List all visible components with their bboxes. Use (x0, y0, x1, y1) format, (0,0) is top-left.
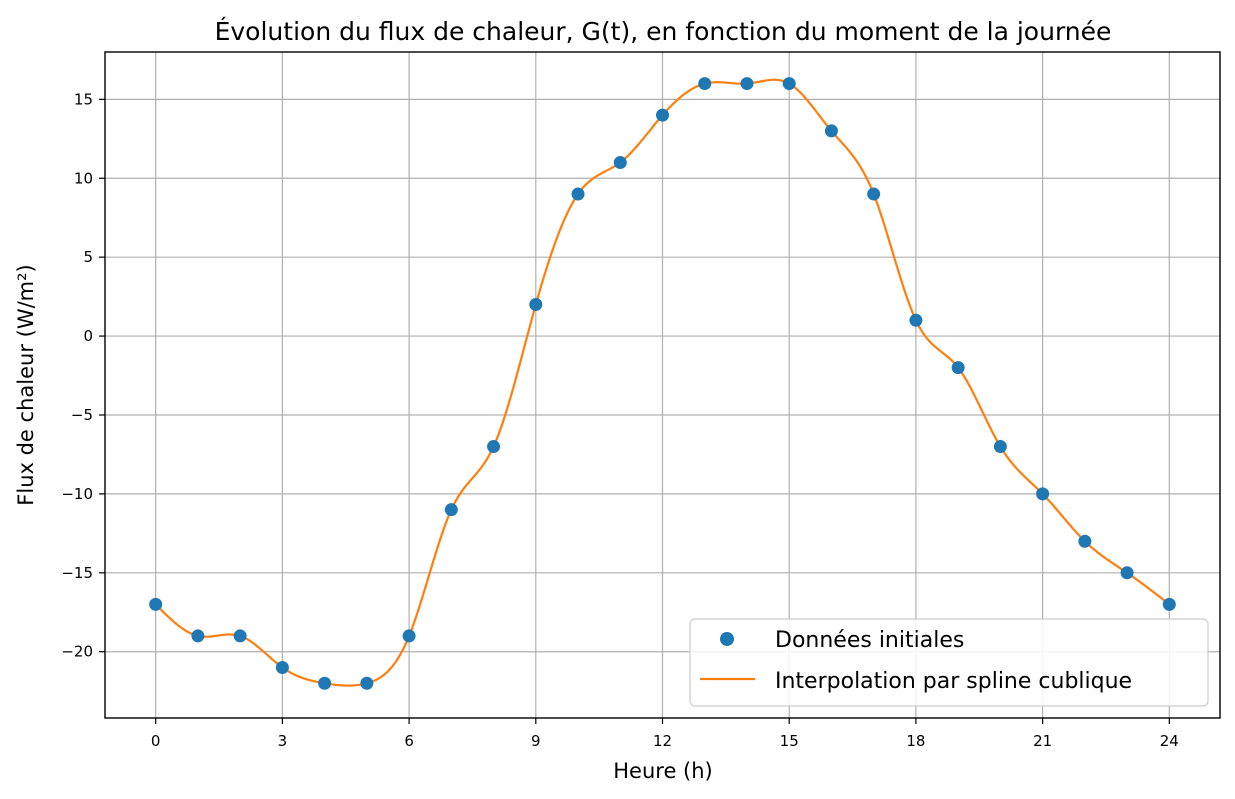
data-point (487, 440, 501, 454)
x-tick-label: 9 (531, 732, 541, 750)
x-tick-label: 15 (780, 732, 799, 750)
y-tick-label: −20 (61, 643, 93, 661)
data-point (993, 440, 1007, 454)
axis-ticks: 0 3 6 9 12 15 18 21 24 −20 −15 −10 −5 0 5 10 15 (61, 90, 1179, 750)
data-point (824, 124, 838, 138)
series-layer (149, 77, 1176, 690)
y-tick-label: −5 (71, 406, 93, 424)
data-point (613, 155, 627, 169)
chart-title: Évolution du flux de chaleur, G(t), en f… (215, 17, 1112, 46)
data-point (444, 503, 458, 517)
legend-label-spline: Interpolation par spline cublique (775, 669, 1132, 694)
data-point (191, 629, 205, 643)
data-point (1078, 534, 1092, 548)
data-point (233, 629, 247, 643)
data-point (149, 597, 163, 611)
y-tick-label: 10 (74, 169, 93, 187)
y-tick-label: 5 (83, 248, 93, 266)
data-point (360, 676, 374, 690)
data-point (1120, 566, 1134, 580)
y-tick-label: 0 (83, 327, 93, 345)
y-axis-label: Flux de chaleur (W/m²) (14, 264, 38, 505)
x-tick-label: 12 (653, 732, 672, 750)
x-tick-label: 24 (1160, 732, 1179, 750)
data-point (698, 77, 712, 91)
legend-label-donnees: Données initiales (775, 628, 964, 653)
data-point (867, 187, 881, 201)
data-point (740, 77, 754, 91)
data-point (1162, 597, 1176, 611)
y-tick-label: −10 (61, 485, 93, 503)
data-point (1036, 487, 1050, 501)
y-tick-label: 15 (74, 90, 93, 108)
data-point (951, 361, 965, 375)
x-tick-label: 21 (1033, 732, 1052, 750)
data-point (782, 77, 796, 91)
x-tick-label: 6 (404, 732, 414, 750)
x-tick-label: 3 (278, 732, 288, 750)
x-tick-label: 0 (151, 732, 161, 750)
legend-box (689, 618, 1209, 707)
x-axis-label: Heure (h) (613, 759, 712, 783)
data-point (909, 313, 923, 327)
data-point (656, 108, 669, 122)
y-tick-label: −15 (61, 564, 93, 582)
data-point (275, 660, 289, 674)
legend-marker-donnees (720, 632, 734, 646)
x-tick-label: 18 (906, 732, 925, 750)
data-point (318, 676, 332, 690)
data-point (571, 187, 585, 201)
data-point (529, 298, 543, 312)
plot-frame (104, 51, 1221, 719)
legend: Données initiales Interpolation par spli… (689, 618, 1209, 707)
data-point (402, 629, 416, 643)
